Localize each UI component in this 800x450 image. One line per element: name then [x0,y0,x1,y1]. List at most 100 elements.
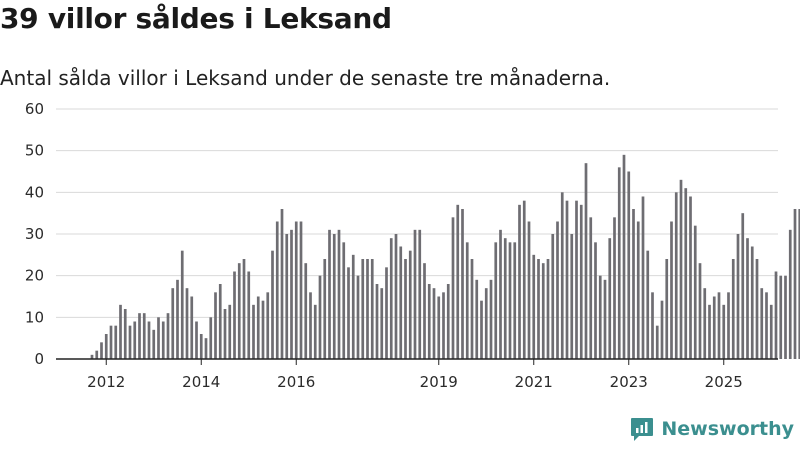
bar [712,296,716,359]
bar [731,259,735,359]
bar [432,288,436,359]
bar [280,209,284,359]
bar [769,304,773,359]
bar [366,259,369,359]
bar [698,263,702,359]
bar [356,275,360,359]
bar [575,200,578,359]
bar [537,259,540,359]
y-tick-label: 10 [25,308,44,326]
bar [190,296,194,359]
bar [551,234,555,359]
bar [741,213,745,359]
bar [503,238,507,359]
bar [594,242,597,359]
x-tick-label: 2016 [277,373,315,391]
bar [603,279,607,359]
x-tick-label: 2012 [87,373,125,391]
bar [180,250,184,359]
bar [147,321,151,359]
bar [209,317,213,359]
bar [171,288,175,359]
bar [328,229,331,359]
chart-subtitle: Antal sålda villor i Leksand under de se… [0,66,611,90]
bar [679,179,683,359]
bar [252,304,255,359]
bar [589,217,593,359]
bar [271,250,274,359]
bar [608,238,612,359]
newsworthy-logo-icon [631,418,654,441]
bar [518,204,521,359]
bar [513,242,517,359]
bar [223,309,227,359]
bar [451,217,455,359]
bar [199,334,203,359]
bar [375,284,379,359]
bar [570,234,574,359]
bar [798,209,800,359]
y-tick-label: 20 [25,267,44,285]
bar [242,259,246,359]
bar [693,225,697,359]
bar [746,238,749,359]
bar [617,167,621,359]
bar [195,321,198,359]
bar [133,321,137,359]
bar [119,304,122,359]
y-tick-label: 30 [25,225,44,243]
bar [717,292,721,359]
bar [128,325,132,359]
y-tick-label: 50 [25,142,44,160]
bar [233,271,236,359]
bar [465,242,469,359]
bar [261,300,265,359]
bar [750,246,754,359]
bar [342,242,346,359]
bar [689,196,692,359]
bar [313,304,317,359]
bar [646,250,650,359]
bar [152,329,156,359]
bar [446,284,450,359]
bar [489,279,493,359]
bar [793,209,797,359]
bar [480,300,483,359]
bar [380,288,384,359]
bar [214,292,217,359]
bar [399,246,403,359]
bars [90,154,800,359]
bar [508,242,512,359]
bar [499,229,502,359]
bar [532,254,536,359]
bar [708,304,711,359]
chart-title: 39 villor såldes i Leksand [0,2,392,35]
bar [166,313,170,359]
bar [541,263,545,359]
bar [218,284,222,359]
bar [347,267,350,359]
bar [779,275,783,359]
x-tick-label: 2025 [705,373,743,391]
bar [304,263,308,359]
x-tick-label: 2019 [420,373,458,391]
bar [266,292,270,359]
bar [109,325,113,359]
bar [237,263,241,359]
bar [556,221,559,359]
bar [275,221,279,359]
x-tick-label: 2023 [610,373,648,391]
bar [323,259,327,359]
bar [784,275,787,359]
bar [142,313,146,359]
bar [256,296,260,359]
bar [427,284,431,359]
bar [185,288,189,359]
bar [703,288,707,359]
bar [394,234,398,359]
bar [161,321,165,359]
bar [389,238,393,359]
bar [670,221,673,359]
bar [370,259,374,359]
